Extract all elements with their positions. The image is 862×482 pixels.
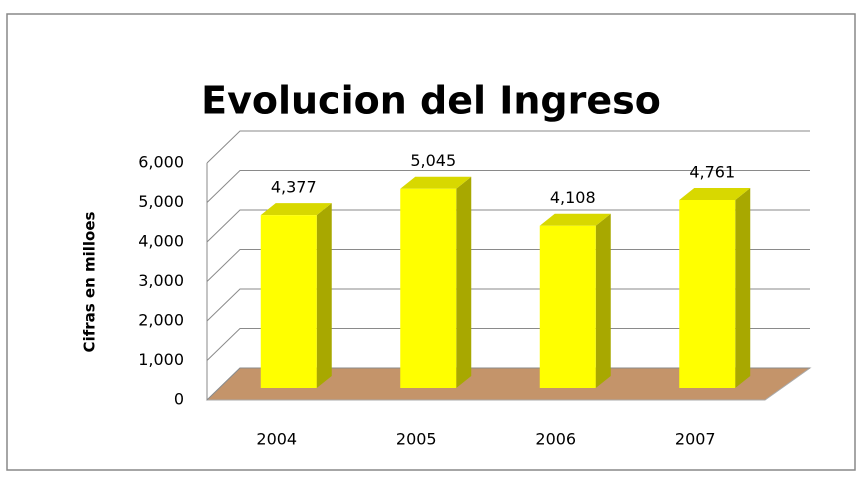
grid-line	[206, 367, 810, 401]
bar-top	[260, 203, 332, 216]
y-tick-label: 1,000	[138, 350, 184, 369]
grid-line	[206, 328, 810, 361]
grid-line	[206, 209, 810, 243]
chart-title: Evolucion del Ingreso	[201, 79, 661, 123]
x-tick-label: 2006	[535, 430, 576, 449]
value-label: 4,108	[550, 188, 596, 207]
grid-line	[206, 249, 810, 282]
grid-line	[206, 130, 810, 164]
bar	[260, 215, 317, 388]
y-tick-label: 3,000	[138, 271, 184, 290]
y-tick-label: 6,000	[138, 153, 184, 172]
y-tick-label: 2,000	[138, 311, 184, 330]
y-tick-label: 0	[174, 390, 184, 409]
value-label: 5,045	[410, 151, 456, 170]
grid-line	[206, 170, 810, 203]
bar-side	[735, 187, 751, 388]
bar-top	[679, 187, 751, 200]
x-tick-label: 2005	[396, 430, 437, 449]
y-axis-label: Cifras en milloes	[81, 211, 99, 352]
y-tick-label: 4,000	[138, 232, 184, 251]
y-tick-label: 5,000	[138, 192, 184, 211]
value-label: 4,761	[689, 162, 735, 181]
bar-top	[539, 213, 611, 226]
bar-side	[456, 176, 472, 388]
bar	[539, 225, 596, 388]
x-tick-label: 2007	[675, 430, 716, 449]
bar	[679, 199, 736, 388]
bar	[400, 188, 457, 388]
bar-top	[400, 176, 472, 189]
bar-side	[316, 203, 332, 388]
grid-line	[206, 288, 810, 322]
x-tick-label: 2004	[256, 430, 297, 449]
bar-side	[595, 213, 611, 388]
value-label: 4,377	[271, 178, 317, 197]
